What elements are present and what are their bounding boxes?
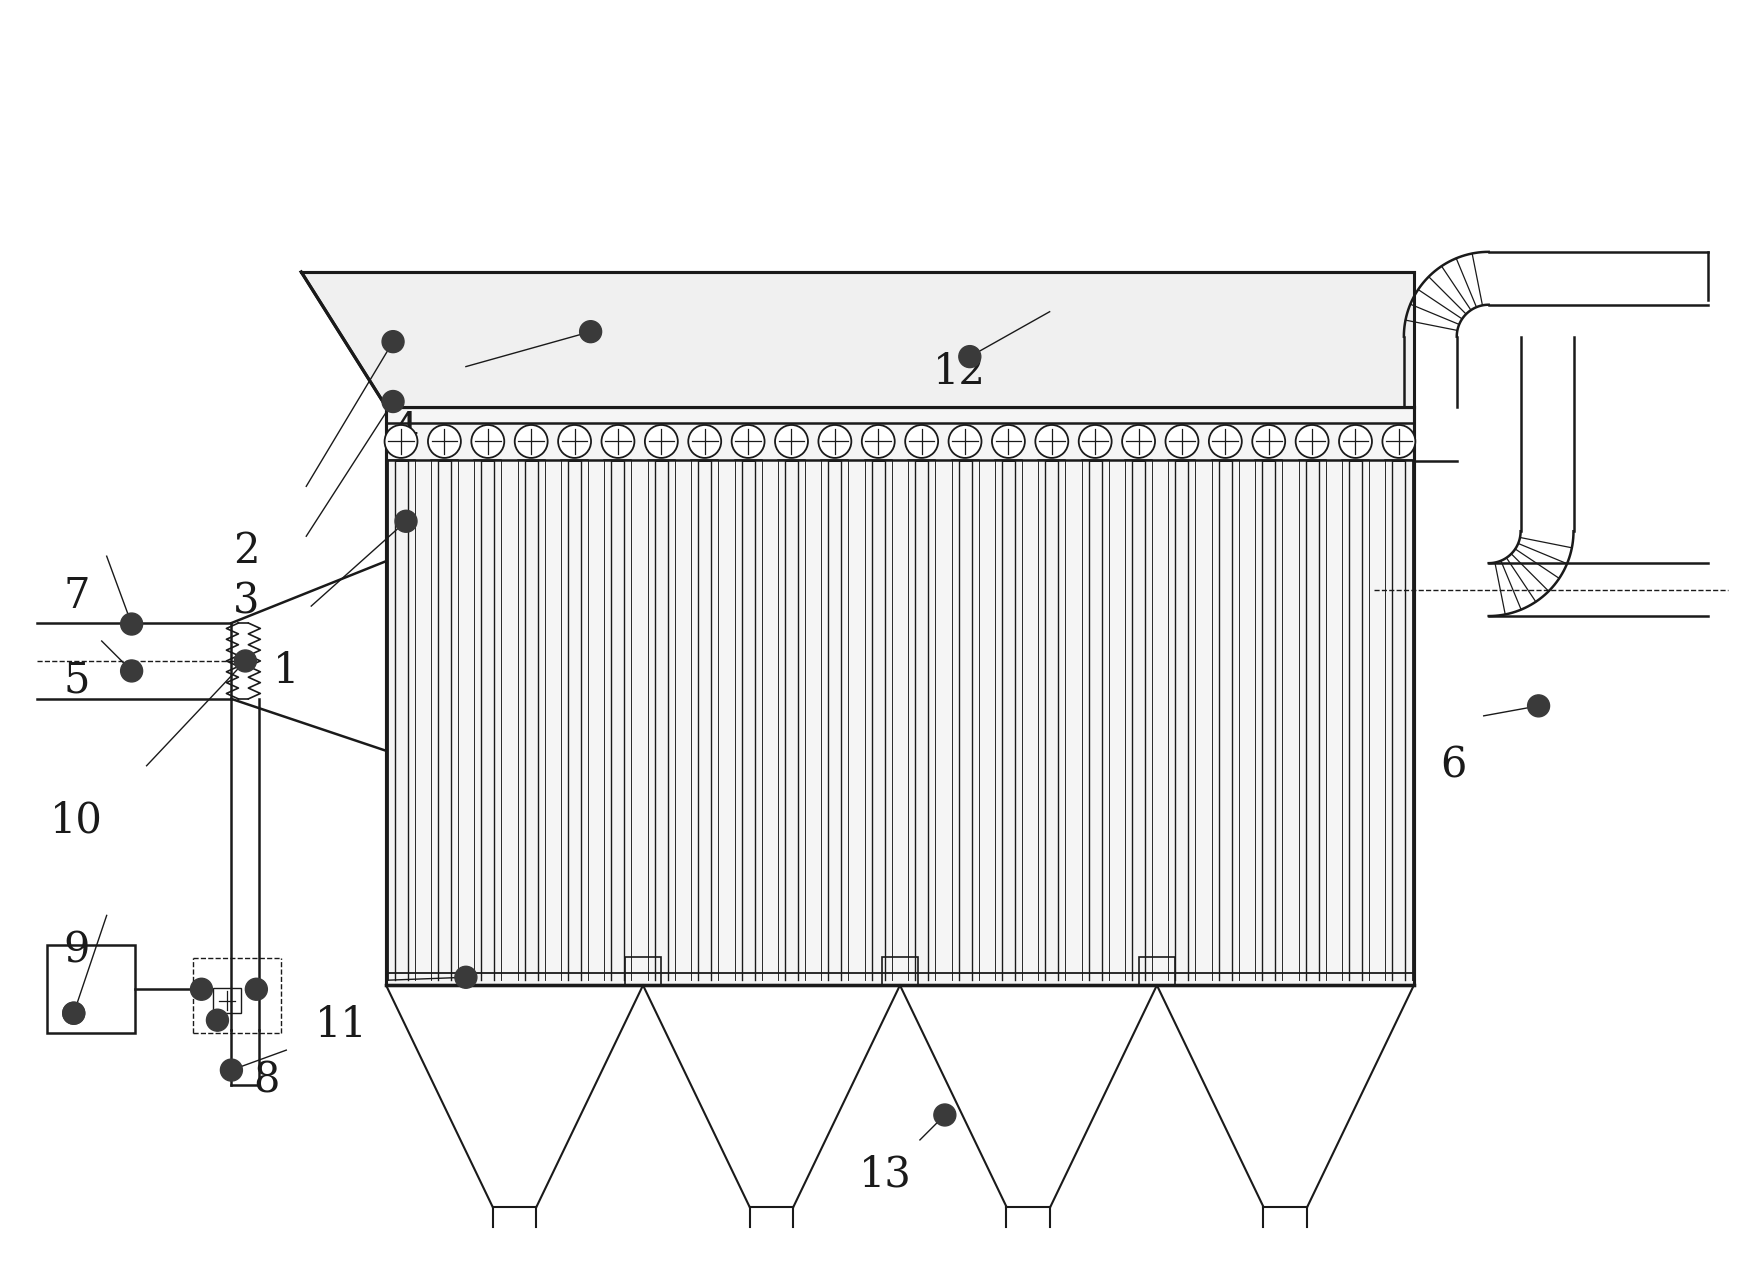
Circle shape	[190, 979, 213, 1001]
Text: 13: 13	[858, 1154, 911, 1196]
Text: 5: 5	[63, 660, 90, 702]
Circle shape	[934, 1103, 955, 1127]
Bar	[213, 988, 241, 1013]
Circle shape	[906, 424, 937, 458]
Bar	[1138, 957, 1175, 985]
Circle shape	[472, 424, 504, 458]
Circle shape	[382, 391, 403, 413]
Circle shape	[1253, 424, 1284, 458]
Bar	[386, 406, 1413, 985]
Text: 3: 3	[233, 580, 259, 622]
Circle shape	[1209, 424, 1242, 458]
Circle shape	[601, 424, 634, 458]
Circle shape	[120, 660, 143, 682]
Circle shape	[120, 613, 143, 635]
Text: 11: 11	[315, 1004, 368, 1047]
Text: 12: 12	[934, 351, 987, 392]
Circle shape	[206, 1010, 229, 1031]
Circle shape	[559, 424, 590, 458]
Text: 1: 1	[273, 649, 300, 692]
Circle shape	[515, 424, 548, 458]
Circle shape	[862, 424, 895, 458]
Bar	[883, 957, 918, 985]
Bar	[626, 957, 661, 985]
Circle shape	[234, 649, 255, 673]
Text: 4: 4	[393, 410, 419, 453]
Circle shape	[992, 424, 1025, 458]
Circle shape	[689, 424, 721, 458]
Text: 8: 8	[254, 1060, 280, 1101]
Circle shape	[1165, 424, 1198, 458]
Circle shape	[382, 331, 403, 352]
Circle shape	[245, 979, 268, 1001]
Circle shape	[1528, 694, 1549, 716]
Circle shape	[948, 424, 981, 458]
Circle shape	[1036, 424, 1068, 458]
Bar	[386, 406, 1413, 985]
Text: 7: 7	[63, 575, 90, 617]
Circle shape	[220, 1060, 243, 1082]
Text: 9: 9	[63, 930, 90, 971]
Text: 10: 10	[51, 800, 104, 841]
Text: 6: 6	[1441, 745, 1468, 787]
Polygon shape	[301, 271, 1413, 406]
Circle shape	[1295, 424, 1329, 458]
Circle shape	[428, 424, 462, 458]
Circle shape	[63, 1002, 85, 1024]
Circle shape	[645, 424, 678, 458]
Circle shape	[775, 424, 809, 458]
Circle shape	[1078, 424, 1112, 458]
Circle shape	[959, 346, 981, 368]
Bar	[48, 945, 134, 1033]
Circle shape	[580, 320, 601, 342]
Circle shape	[395, 511, 418, 532]
Circle shape	[1122, 424, 1156, 458]
Text: 2: 2	[233, 530, 259, 572]
Circle shape	[384, 424, 418, 458]
Circle shape	[1383, 424, 1415, 458]
Circle shape	[731, 424, 765, 458]
Circle shape	[63, 1002, 85, 1024]
Circle shape	[455, 966, 478, 988]
Circle shape	[1339, 424, 1373, 458]
Circle shape	[818, 424, 851, 458]
